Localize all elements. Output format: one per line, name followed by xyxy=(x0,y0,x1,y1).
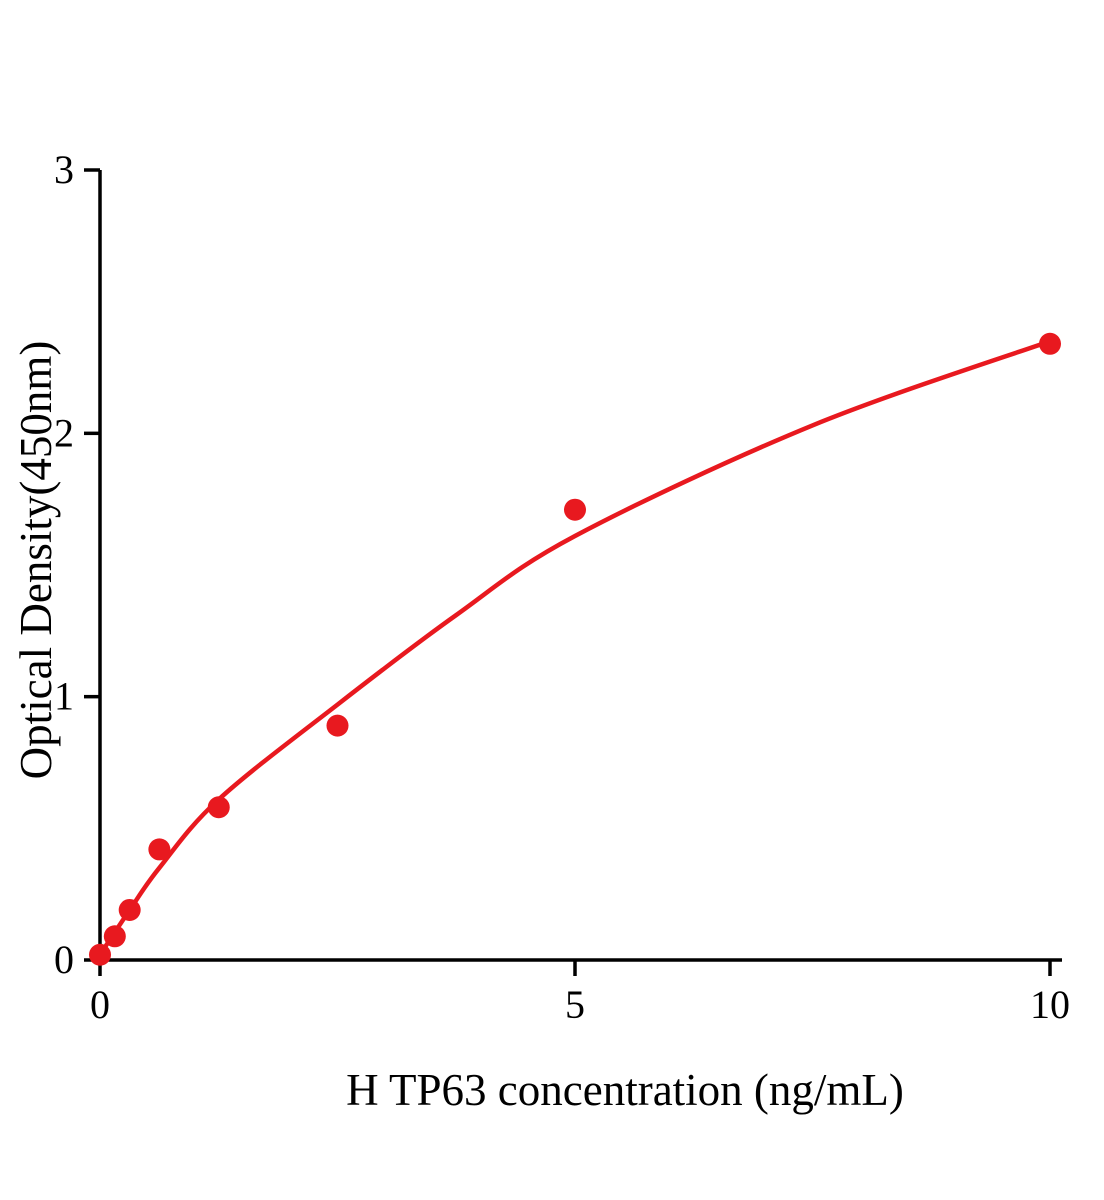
x-axis-label: H TP63 concentration (ng/mL) xyxy=(346,1065,904,1115)
data-point xyxy=(326,714,349,737)
x-tick-label: 0 xyxy=(90,982,110,1027)
y-tick-label: 1 xyxy=(54,674,74,719)
x-tick-label: 5 xyxy=(565,982,585,1027)
fit-curve-line xyxy=(97,338,1053,957)
y-tick-label: 3 xyxy=(54,147,74,192)
y-axis-label: Optical Density(450nm) xyxy=(11,340,61,780)
data-point xyxy=(148,838,171,861)
data-point xyxy=(564,498,586,521)
y-tick-label: 0 xyxy=(54,937,74,982)
data-point xyxy=(103,925,126,948)
data-point xyxy=(118,898,141,921)
y-tick-label: 2 xyxy=(54,410,74,455)
x-tick-label: 10 xyxy=(1030,982,1070,1027)
data-point xyxy=(207,796,230,819)
data-point xyxy=(1039,332,1061,355)
data-point xyxy=(89,943,111,966)
